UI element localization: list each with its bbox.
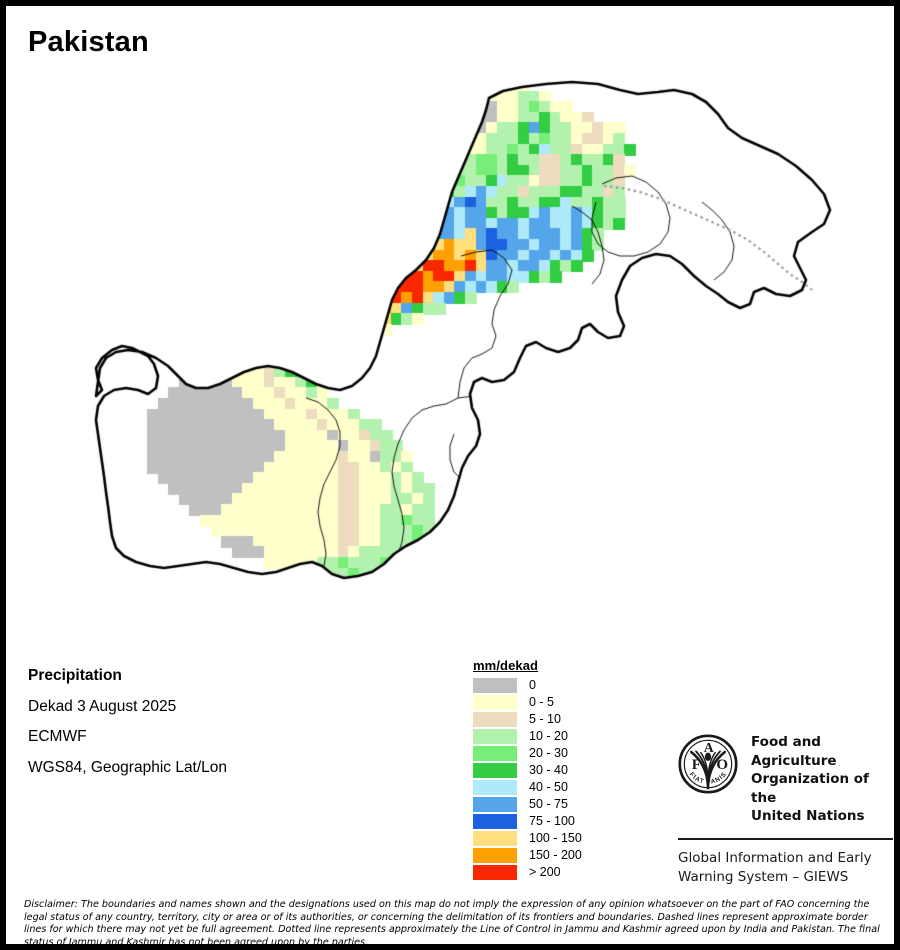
legend-label: 40 - 50: [529, 780, 568, 794]
legend-row: 40 - 50: [473, 779, 582, 796]
legend-row: 30 - 40: [473, 762, 582, 779]
giews-line-2: Warning System – GIEWS: [678, 868, 849, 885]
legend-label: 20 - 30: [529, 746, 568, 760]
info-variable: Precipitation: [28, 667, 122, 684]
map-disclaimer: Disclaimer: The boundaries and names sho…: [24, 899, 880, 948]
legend-row: 50 - 75: [473, 796, 582, 813]
legend: mm/dekad 0 0 - 5 5 - 10 10 - 20 20 - 30 30 - …: [473, 658, 582, 881]
fao-divider: [678, 837, 893, 840]
legend-swatch: [473, 712, 517, 727]
giews-line-1: Global Information and Early: [678, 849, 872, 866]
info-source: ECMWF: [28, 728, 87, 745]
legend-row: 75 - 100: [473, 813, 582, 830]
legend-swatch: [473, 865, 517, 880]
info-period: Dekad 3 August 2025: [28, 697, 177, 715]
legend-swatch: [473, 831, 517, 846]
fao-logo-icon: F A O FIAT PANIS: [678, 734, 738, 794]
legend-label: 0: [529, 678, 536, 692]
legend-row: 150 - 200: [473, 847, 582, 864]
legend-row: 0: [473, 677, 582, 694]
legend-swatch: [473, 780, 517, 795]
legend-row: 100 - 150: [473, 830, 582, 847]
legend-label: > 200: [529, 865, 561, 879]
svg-text:O: O: [716, 757, 728, 773]
fao-org-line-2: Organization of the: [751, 771, 869, 806]
fao-branding-block: F A O FIAT PANIS Food and Agriculture Or…: [678, 733, 893, 887]
legend-label: 5 - 10: [529, 712, 561, 726]
legend-row: 10 - 20: [473, 728, 582, 745]
giews-programme-name: Global Information and Early Warning Sys…: [678, 849, 893, 887]
legend-row: 20 - 30: [473, 745, 582, 762]
legend-swatch: [473, 729, 517, 744]
legend-label: 100 - 150: [529, 831, 582, 845]
fao-organization-name: Food and Agriculture Organization of the…: [751, 733, 893, 826]
legend-label: 150 - 200: [529, 848, 582, 862]
legend-label: 75 - 100: [529, 814, 575, 828]
info-projection: WGS84, Geographic Lat/Lon: [28, 758, 228, 776]
legend-label: 0 - 5: [529, 695, 555, 709]
fao-org-line-1: Food and Agriculture: [751, 734, 837, 769]
legend-row: 5 - 10: [473, 711, 582, 728]
legend-title: mm/dekad: [473, 658, 539, 673]
legend-swatch: [473, 763, 517, 778]
legend-swatch: [473, 746, 517, 761]
legend-items: 0 0 - 5 5 - 10 10 - 20 20 - 30 30 - 40 40 - 50…: [473, 677, 582, 881]
legend-swatch: [473, 848, 517, 863]
svg-text:F: F: [692, 757, 701, 773]
legend-swatch: [473, 678, 517, 693]
legend-swatch: [473, 797, 517, 812]
precipitation-map-canvas: [6, 6, 894, 944]
legend-swatch: [473, 814, 517, 829]
map-info-block: Precipitation Dekad 3 August 2025 ECMWF …: [28, 661, 227, 783]
legend-row: 0 - 5: [473, 694, 582, 711]
fao-org-line-3: United Nations: [751, 808, 865, 824]
legend-label: 30 - 40: [529, 763, 568, 777]
legend-label: 10 - 20: [529, 729, 568, 743]
legend-swatch: [473, 695, 517, 710]
legend-row: > 200: [473, 864, 582, 881]
legend-label: 50 - 75: [529, 797, 568, 811]
svg-text:A: A: [704, 740, 714, 755]
